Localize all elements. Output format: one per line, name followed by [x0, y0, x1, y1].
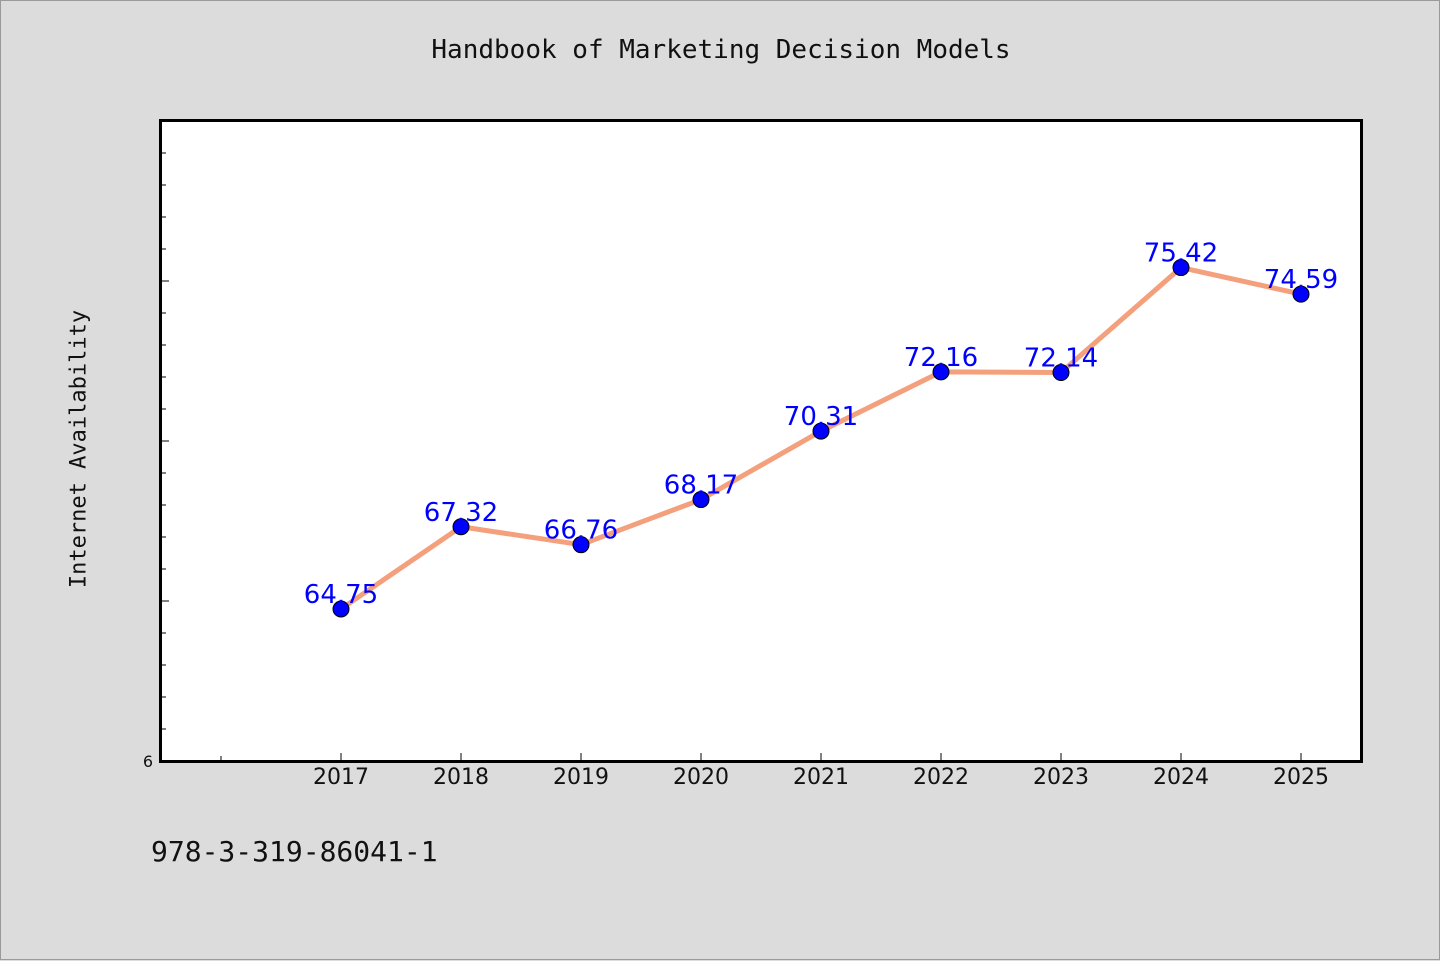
data-labels: 64.75 67.32 66.76 68.17 70.31 72.16 72.14 75.42…	[304, 239, 1338, 610]
data-point	[1292, 285, 1310, 303]
data-label: 74.59	[1264, 265, 1338, 295]
data-label: 68.17	[664, 471, 738, 501]
data-point	[1172, 259, 1190, 277]
data-label: 72.16	[904, 343, 978, 373]
x-tick-labels: 2017 2018 2019 2020 2021 2022 2023 2024 2025	[313, 765, 1329, 790]
axis-ticks	[161, 152, 1302, 761]
isbn-footer: 978-3-319-86041-1	[151, 835, 438, 868]
data-point	[572, 536, 590, 554]
x-tick-label: 2025	[1273, 765, 1329, 790]
x-tick-label: 2019	[553, 765, 609, 790]
data-label: 75.42	[1144, 239, 1218, 269]
data-point	[932, 363, 950, 381]
markers	[332, 259, 1310, 618]
plot-area	[159, 119, 1363, 763]
chart-title: Handbook of Marketing Decision Models	[431, 35, 1011, 65]
x-tick-label: 2020	[673, 765, 729, 790]
x-tick-label: 2021	[793, 765, 849, 790]
data-point	[692, 491, 710, 509]
x-tick-label: 2018	[433, 765, 489, 790]
data-label: 72.14	[1024, 344, 1098, 374]
data-label: 70.31	[784, 402, 858, 432]
x-tick-label: 2017	[313, 765, 369, 790]
x-tick-label: 2024	[1153, 765, 1209, 790]
data-label: 64.75	[304, 580, 378, 610]
data-point	[1052, 364, 1070, 382]
data-point	[332, 600, 350, 618]
data-point	[812, 422, 830, 440]
y-tick-labels: 6	[143, 752, 153, 771]
data-label: 67.32	[424, 498, 498, 528]
x-tick-label: 2022	[913, 765, 969, 790]
data-label: 66.76	[544, 516, 618, 546]
data-point	[452, 518, 470, 536]
x-tick-label: 2023	[1033, 765, 1089, 790]
y-tick-label: 6	[143, 752, 153, 771]
